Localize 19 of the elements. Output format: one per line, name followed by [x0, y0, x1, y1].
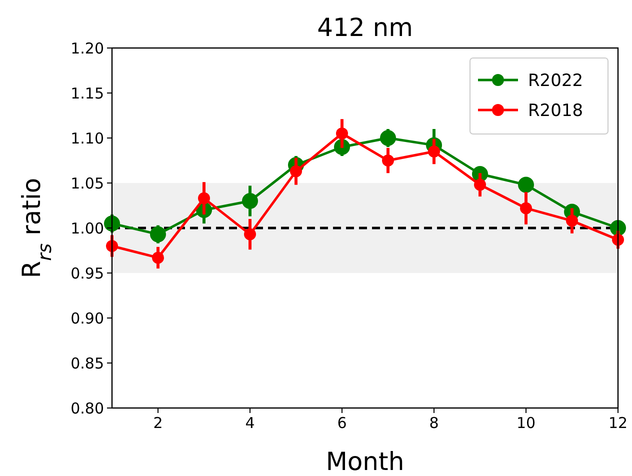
y-tick-label: 1.10	[70, 129, 104, 148]
x-tick-label: 10	[516, 414, 536, 432]
x-tick-label: 4	[245, 414, 255, 432]
x-tick-label: 2	[153, 414, 163, 432]
y-tick-label: 1.00	[70, 219, 104, 238]
x-tick-label: 12	[608, 414, 628, 432]
y-tick-label: 0.85	[70, 354, 104, 372]
x-tick-label: 6	[337, 414, 347, 432]
legend-label: R2018	[528, 100, 584, 121]
x-tick-label: 8	[429, 414, 439, 432]
y-tick-label: 0.95	[70, 264, 104, 282]
y-tick-label: 0.80	[70, 399, 104, 418]
x-axis-title: Month	[326, 447, 404, 476]
y-tick-label: 0.90	[70, 309, 104, 328]
legend-label: R2022	[528, 70, 584, 91]
y-tick-label: 1.15	[70, 84, 104, 102]
chart-title: 412 nm	[317, 13, 413, 42]
y-tick-label: 1.20	[70, 39, 104, 58]
y-tick-label: 1.05	[70, 174, 104, 192]
